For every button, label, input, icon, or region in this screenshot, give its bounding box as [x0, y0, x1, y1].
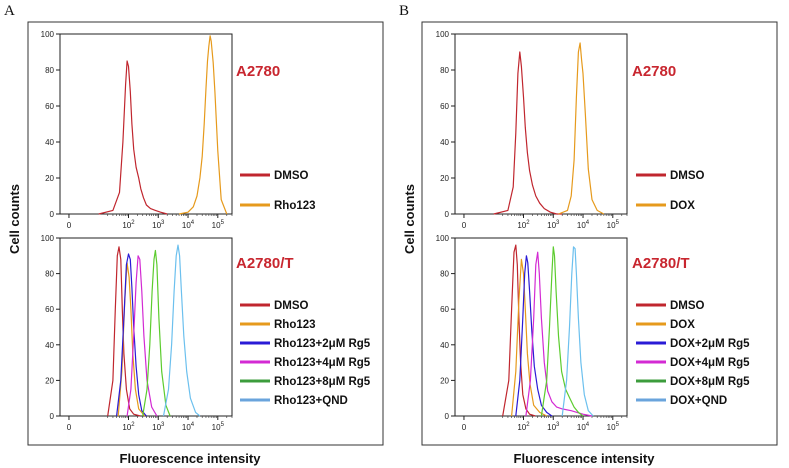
plot-area [454, 237, 628, 417]
panel-letter-b: B [399, 3, 409, 19]
y-tick-label: 100 [436, 30, 450, 39]
legend-label: Rho123+2μM Rg5 [274, 338, 371, 350]
panel-frame-a [27, 21, 384, 446]
legend-label: DOX+4μM Rg5 [670, 357, 750, 369]
legend-label: Rho123 [274, 200, 316, 212]
panel-letter-a: A [4, 3, 15, 19]
x-tick-label: 0 [462, 221, 467, 230]
y-tick-label: 100 [41, 234, 55, 243]
y-tick-label: 100 [436, 234, 450, 243]
series-line [558, 42, 605, 215]
y-tick-label: 0 [445, 412, 450, 421]
y-tick-label: 0 [445, 210, 450, 219]
x-tick-label: 104 [577, 220, 590, 230]
panel-frame-b [421, 21, 778, 446]
x-tick-label: 104 [577, 422, 590, 432]
legend-label: DOX+QND [670, 395, 727, 407]
legend-label: Rho123 [274, 319, 316, 331]
y-tick-label: 60 [45, 305, 54, 314]
series-line [525, 251, 593, 417]
y-tick-label: 60 [440, 305, 449, 314]
y-tick-label: 0 [50, 210, 55, 219]
y-tick-label: 60 [440, 102, 449, 111]
series-line [107, 246, 141, 417]
plot-b-top: 0 20 40 60 80 100 0 102 103 104 105 A2780 DMSO DOX [436, 30, 705, 230]
y-tick-label: 80 [45, 66, 54, 75]
y-tick-label: 100 [41, 30, 55, 39]
x-tick-label: 103 [547, 422, 560, 432]
legend-label: Rho123+QND [274, 395, 348, 407]
x-tick-label: 0 [67, 221, 72, 230]
plot-a-top: 0 20 40 60 80 100 0 102 103 104 105 A2780 DMSO Rho123 [41, 30, 316, 230]
y-tick-label: 20 [45, 376, 54, 385]
plot-area [59, 237, 233, 417]
x-tick-label: 103 [152, 422, 165, 432]
x-tick-label: 0 [462, 423, 467, 432]
y-tick-label: 20 [45, 174, 54, 183]
series-line [126, 255, 158, 417]
plot-a-bottom: 0 20 40 60 80 100 0 102 103 104 105 A2780/T DMSO Rho1… [41, 234, 371, 432]
y-axis-title-b: Cell counts [402, 184, 417, 254]
series-line [515, 255, 553, 417]
x-tick-label: 105 [212, 422, 225, 432]
series-line [561, 246, 594, 417]
series-line [540, 246, 584, 417]
legend-label: Rho123+8μM Rg5 [274, 376, 371, 388]
series-line [116, 253, 147, 417]
y-tick-label: 0 [50, 412, 55, 421]
legend-label: DMSO [274, 300, 309, 312]
y-tick-label: 80 [440, 270, 449, 279]
legend-label: Rho123+4μM Rg5 [274, 357, 371, 369]
series-line [493, 51, 563, 215]
y-tick-label: 40 [45, 138, 54, 147]
x-tick-label: 102 [122, 422, 135, 432]
y-tick-label: 40 [440, 138, 449, 147]
x-tick-label: 103 [547, 220, 560, 230]
x-axis-title-b: Fluorescence intensity [514, 451, 656, 466]
y-tick-label: 20 [440, 174, 449, 183]
plot-area [59, 33, 233, 215]
legend-label: DOX+8μM Rg5 [670, 376, 750, 388]
x-tick-label: 104 [182, 220, 195, 230]
y-tick-label: 40 [45, 341, 54, 350]
x-tick-label: 0 [67, 423, 72, 432]
x-tick-label: 105 [607, 220, 620, 230]
y-tick-label: 80 [440, 66, 449, 75]
y-tick-label: 80 [45, 270, 54, 279]
plot-b-bottom: 0 20 40 60 80 100 0 102 103 104 105 A2780/T DMSO DOX D… [436, 234, 751, 432]
legend-label: DMSO [670, 300, 705, 312]
x-axis-title-a: Fluorescence intensity [120, 451, 262, 466]
y-tick-label: 40 [440, 341, 449, 350]
series-line [142, 249, 171, 417]
legend-label: DOX [670, 200, 695, 212]
x-tick-label: 104 [182, 422, 195, 432]
series-line [98, 60, 168, 215]
legend-label: DMSO [670, 170, 705, 182]
y-tick-label: 60 [45, 102, 54, 111]
x-tick-label: 103 [152, 220, 165, 230]
x-tick-label: 102 [517, 422, 530, 432]
series-line [178, 35, 228, 215]
chart-title: A2780/T [236, 255, 294, 272]
x-tick-label: 105 [607, 422, 620, 432]
x-tick-label: 105 [212, 220, 225, 230]
legend-label: DMSO [274, 170, 309, 182]
chart-title: A2780 [236, 63, 280, 80]
y-tick-label: 20 [440, 376, 449, 385]
legend-label: DOX+2μM Rg5 [670, 338, 750, 350]
y-axis-title-a: Cell counts [7, 184, 22, 254]
series-line [511, 258, 547, 417]
chart-title: A2780 [632, 63, 676, 80]
chart-title: A2780/T [632, 255, 690, 272]
x-tick-label: 102 [517, 220, 530, 230]
x-tick-label: 102 [122, 220, 135, 230]
series-line [162, 244, 201, 417]
plot-area [454, 33, 628, 215]
legend-label: DOX [670, 319, 695, 331]
